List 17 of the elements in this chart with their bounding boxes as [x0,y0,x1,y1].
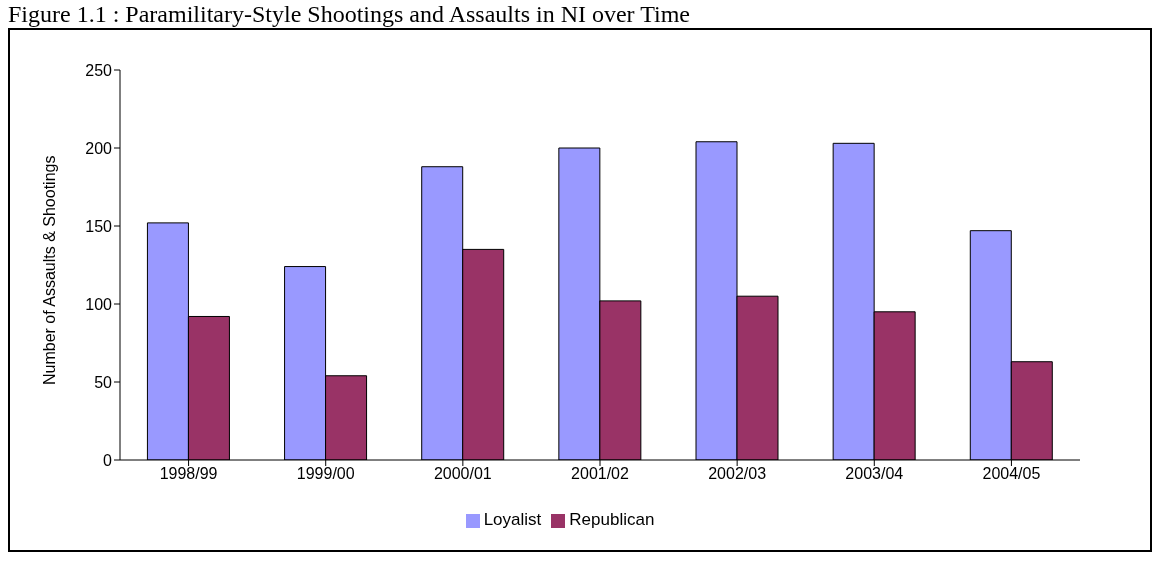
y-tick-label: 0 [103,451,113,469]
y-tick-label: 100 [85,295,113,313]
x-tick-label: 2002/03 [708,465,767,483]
y-tick-label: 150 [85,217,113,235]
y-tick-label: 50 [94,373,113,391]
x-tick-label: 2001/02 [571,465,630,483]
x-tick-label: 2003/04 [845,465,904,483]
legend-label: Loyalist [483,510,542,529]
x-tick-label: 1999/00 [296,465,355,483]
y-tick-label: 250 [85,61,113,79]
x-tick-label: 2000/01 [433,465,492,483]
chart-title: Figure 1.1 : Paramilitary-Style Shootings and Assaults in NI over Time [8,0,691,28]
x-tick-label: 1998/99 [159,465,218,483]
legend-label: Republican [569,510,655,529]
x-tick-label: 2004/05 [982,465,1041,483]
y-tick-label: 200 [85,139,113,157]
y-axis-title: Number of Assaults & Shootings [40,155,58,385]
